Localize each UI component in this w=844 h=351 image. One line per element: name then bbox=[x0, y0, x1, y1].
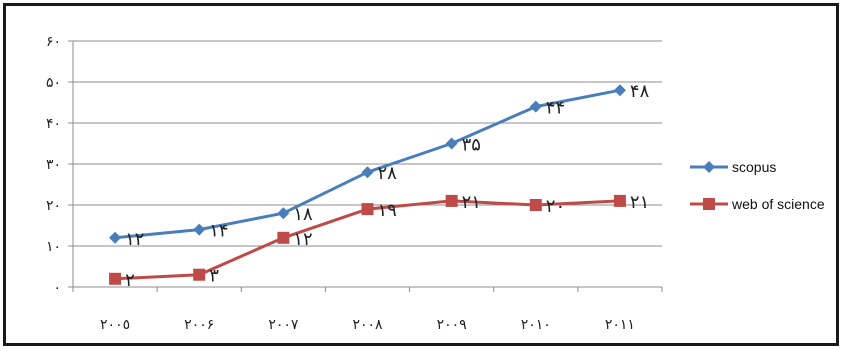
y-tick-label: ٢٠ bbox=[46, 198, 61, 214]
x-tick-label: ٢٠٠۶ bbox=[184, 317, 214, 333]
data-label: ٢١ bbox=[462, 192, 481, 213]
chart-frame: ٠ ١٠ ٢٠ ٣٠ ۴٠ ۵٠ ۶٠ ٢٠٠٥ ٢٠٠۶ ٢٠٠٧ ٢٠٠٨ ٢٠٠٩ ٢٠١٠ ٢٠١… bbox=[3, 3, 839, 346]
data-label: ٣ bbox=[209, 266, 219, 287]
x-tick-label: ٢٠٠٥ bbox=[100, 317, 130, 333]
data-label: ٢٨ bbox=[378, 163, 398, 184]
y-tick-label: ٠ bbox=[53, 280, 61, 296]
legend-label: web of science bbox=[731, 196, 825, 212]
data-label: ١۴ bbox=[209, 221, 228, 242]
data-point-square bbox=[530, 199, 542, 211]
y-tick-label: ١٠ bbox=[46, 239, 61, 255]
data-point-square bbox=[446, 195, 458, 207]
x-tick-label: ٢٠٠٨ bbox=[352, 317, 383, 333]
data-point-diamond bbox=[109, 232, 121, 244]
x-tick-label: ٢٠٠٩ bbox=[437, 317, 467, 333]
data-point-square bbox=[614, 195, 626, 207]
legend-marker-diamond bbox=[703, 161, 715, 173]
data-point-diamond bbox=[614, 84, 626, 96]
data-label: ٢١ bbox=[630, 192, 649, 213]
data-label: ٣۵ bbox=[462, 135, 481, 156]
data-point-diamond bbox=[277, 207, 289, 219]
data-label: ٢٠ bbox=[546, 196, 565, 217]
data-label: ١٢ bbox=[293, 229, 312, 250]
x-tick-label: ٢٠١٠ bbox=[521, 317, 551, 333]
data-point-diamond bbox=[530, 101, 542, 113]
legend-marker-square bbox=[703, 198, 715, 210]
y-tick-label: ۶٠ bbox=[46, 34, 61, 50]
data-point-diamond bbox=[446, 138, 458, 150]
data-label: ٢ bbox=[125, 270, 135, 291]
data-point-square bbox=[277, 232, 289, 244]
y-tick-label: ٣٠ bbox=[46, 157, 61, 173]
data-point-square bbox=[193, 269, 205, 281]
data-point-square bbox=[109, 273, 121, 285]
data-label: ١٩ bbox=[378, 200, 397, 221]
legend: scopus web of science bbox=[690, 159, 825, 212]
data-label: ١٨ bbox=[293, 204, 313, 225]
data-point-square bbox=[362, 203, 374, 215]
legend-label: scopus bbox=[732, 159, 776, 175]
x-tick-label: ٢٠٠٧ bbox=[268, 317, 299, 333]
y-tick-label: ۴٠ bbox=[46, 116, 61, 132]
data-point-diamond bbox=[362, 166, 374, 178]
x-tick-label: ٢٠١١ bbox=[605, 317, 635, 333]
data-point-diamond bbox=[193, 224, 205, 236]
gridlines bbox=[73, 41, 662, 246]
y-tick-label: ۵٠ bbox=[46, 75, 61, 91]
data-label: ۴۴ bbox=[546, 98, 565, 119]
data-labels: ١٢ ١۴ ١٨ ٢٨ ٣۵ ۴۴ ۴٨ ٢ ٣ ١٢ ١٩ ٢١ ٢٠ ٢١ bbox=[125, 81, 650, 291]
data-label: ۴٨ bbox=[630, 81, 650, 102]
data-label: ١٢ bbox=[125, 229, 144, 250]
